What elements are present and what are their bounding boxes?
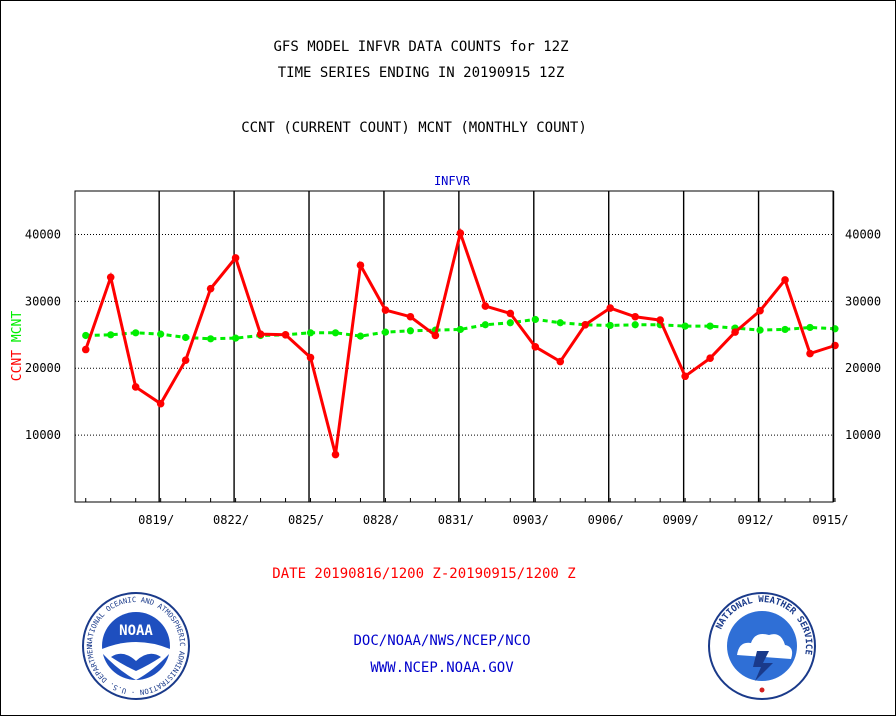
- ccnt-point: [431, 331, 440, 340]
- ccnt-point: [481, 302, 490, 310]
- ccnt-point: [731, 328, 739, 336]
- ccnt-point: [456, 229, 465, 237]
- mcnt-point: [157, 330, 165, 338]
- ccnt-point: [206, 284, 215, 293]
- chart-title-line-2: TIME SERIES ENDING IN 20190915 12Z: [277, 65, 565, 81]
- y-axis-label-ccnt: CCNT: [10, 350, 25, 381]
- mcnt-point: [231, 334, 240, 342]
- y-tick-label-left: 10000: [25, 428, 61, 442]
- ccnt-point: [531, 343, 540, 351]
- ccnt-point: [556, 357, 565, 366]
- ccnt-point: [181, 356, 190, 365]
- ccnt-point: [156, 399, 165, 408]
- ccnt-point: [631, 312, 639, 321]
- x-tick-label: 0912/: [738, 513, 774, 527]
- y-tick-label-left: 20000: [25, 361, 61, 375]
- y-tick-label-right: 40000: [845, 227, 881, 241]
- mcnt-point: [182, 333, 190, 342]
- svg-text:CCNT MCNT: CCNT MCNT: [10, 311, 25, 382]
- x-tick-labels: 0819/0822/0825/0828/0831/0903/0906/0909/…: [138, 513, 848, 527]
- mcnt-point: [132, 329, 140, 337]
- ccnt-point: [831, 341, 839, 350]
- x-tick-label: 0909/: [663, 513, 699, 527]
- mcnt-point: [481, 321, 489, 329]
- mcnt-point: [356, 332, 365, 340]
- y-axis-label-mcnt: MCNT: [10, 311, 25, 342]
- mcnt-point: [456, 325, 464, 334]
- ccnt-point: [131, 383, 140, 391]
- panel-title: INFVR: [434, 174, 471, 188]
- nws-logo-icon: NATIONAL WEATHER SERVICE: [708, 592, 816, 700]
- y-tick-label-right: 10000: [845, 428, 881, 442]
- y-tick-label-right: 20000: [845, 361, 881, 375]
- ccnt-point: [106, 273, 115, 282]
- mcnt-point: [331, 329, 340, 337]
- chart-title-line-3: CCNT (CURRENT COUNT) MCNT (MONTHLY COUNT…: [241, 120, 587, 136]
- ccnt-point: [781, 276, 789, 284]
- y-tick-label-right: 30000: [845, 294, 881, 308]
- ccnt-point: [231, 254, 240, 262]
- mcnt-point: [406, 327, 415, 335]
- mcnt-point: [756, 326, 764, 334]
- mcnt-point: [531, 315, 539, 324]
- x-tick-label: 0828/: [363, 513, 399, 527]
- website-link[interactable]: WWW.NCEP.NOAA.GOV: [370, 660, 514, 676]
- x-tick-label: 0903/: [513, 513, 549, 527]
- ccnt-point: [331, 450, 340, 459]
- y-tick-label-left: 30000: [25, 294, 61, 308]
- x-tick-label: 0825/: [288, 513, 324, 527]
- mcnt-point: [207, 335, 215, 343]
- y-tick-labels: 10000 10000 20000 20000 30000 30000 40000 40000: [25, 227, 881, 442]
- mcnt-point: [831, 325, 839, 333]
- chart-title-line-1: GFS MODEL INFVR DATA COUNTS for 12Z: [273, 39, 569, 55]
- ccnt-point: [706, 354, 714, 363]
- x-tick-label: 0819/: [138, 513, 174, 527]
- mcnt-point: [506, 319, 514, 327]
- mcnt-point: [107, 331, 115, 339]
- ccnt-point: [306, 353, 315, 362]
- ccnt-point: [656, 316, 664, 324]
- org-label: DOC/NOAA/NWS/NCEP/NCO: [353, 633, 531, 649]
- noaa-logo-icon: NATIONAL OCEANIC AND ATMOSPHERIC ADMINIS…: [81, 591, 190, 700]
- ccnt-point: [406, 312, 415, 321]
- ccnt-point: [506, 309, 515, 318]
- ccnt-line: [84, 227, 836, 455]
- x-tick-label: 0906/: [588, 513, 624, 527]
- mcnt-point: [781, 325, 789, 334]
- ccnt-point: [381, 306, 390, 314]
- ccnt-point: [806, 349, 814, 358]
- x-tick-label: 0831/: [438, 513, 474, 527]
- mcnt-point: [82, 331, 90, 340]
- mcnt-point: [631, 321, 639, 329]
- ccnt-point: [281, 330, 290, 339]
- y-axis-label: CCNT MCNT: [10, 311, 25, 382]
- ccnt-point: [356, 261, 365, 270]
- mcnt-point: [306, 329, 315, 337]
- date-range-label: DATE 20190816/1200 Z-20190915/1200 Z: [272, 566, 576, 582]
- mcnt-point: [556, 319, 564, 327]
- x-tick-label: 0822/: [213, 513, 249, 527]
- y-tick-label-left: 40000: [25, 227, 61, 241]
- ccnt-point: [256, 330, 265, 338]
- ccnt-series: [81, 227, 839, 459]
- mcnt-point: [606, 321, 614, 330]
- noaa-logo-text: NOAA: [119, 623, 153, 639]
- ccnt-point: [756, 306, 764, 315]
- ccnt-point: [581, 320, 590, 329]
- mcnt-point: [681, 322, 689, 330]
- ccnt-point: [681, 372, 689, 381]
- mcnt-point: [706, 322, 714, 330]
- plot-frame: [74, 190, 834, 503]
- x-tick-label: 0915/: [812, 513, 848, 527]
- mcnt-point: [381, 328, 390, 336]
- ccnt-point: [606, 304, 615, 312]
- mcnt-point: [806, 323, 814, 332]
- ccnt-point: [81, 345, 90, 354]
